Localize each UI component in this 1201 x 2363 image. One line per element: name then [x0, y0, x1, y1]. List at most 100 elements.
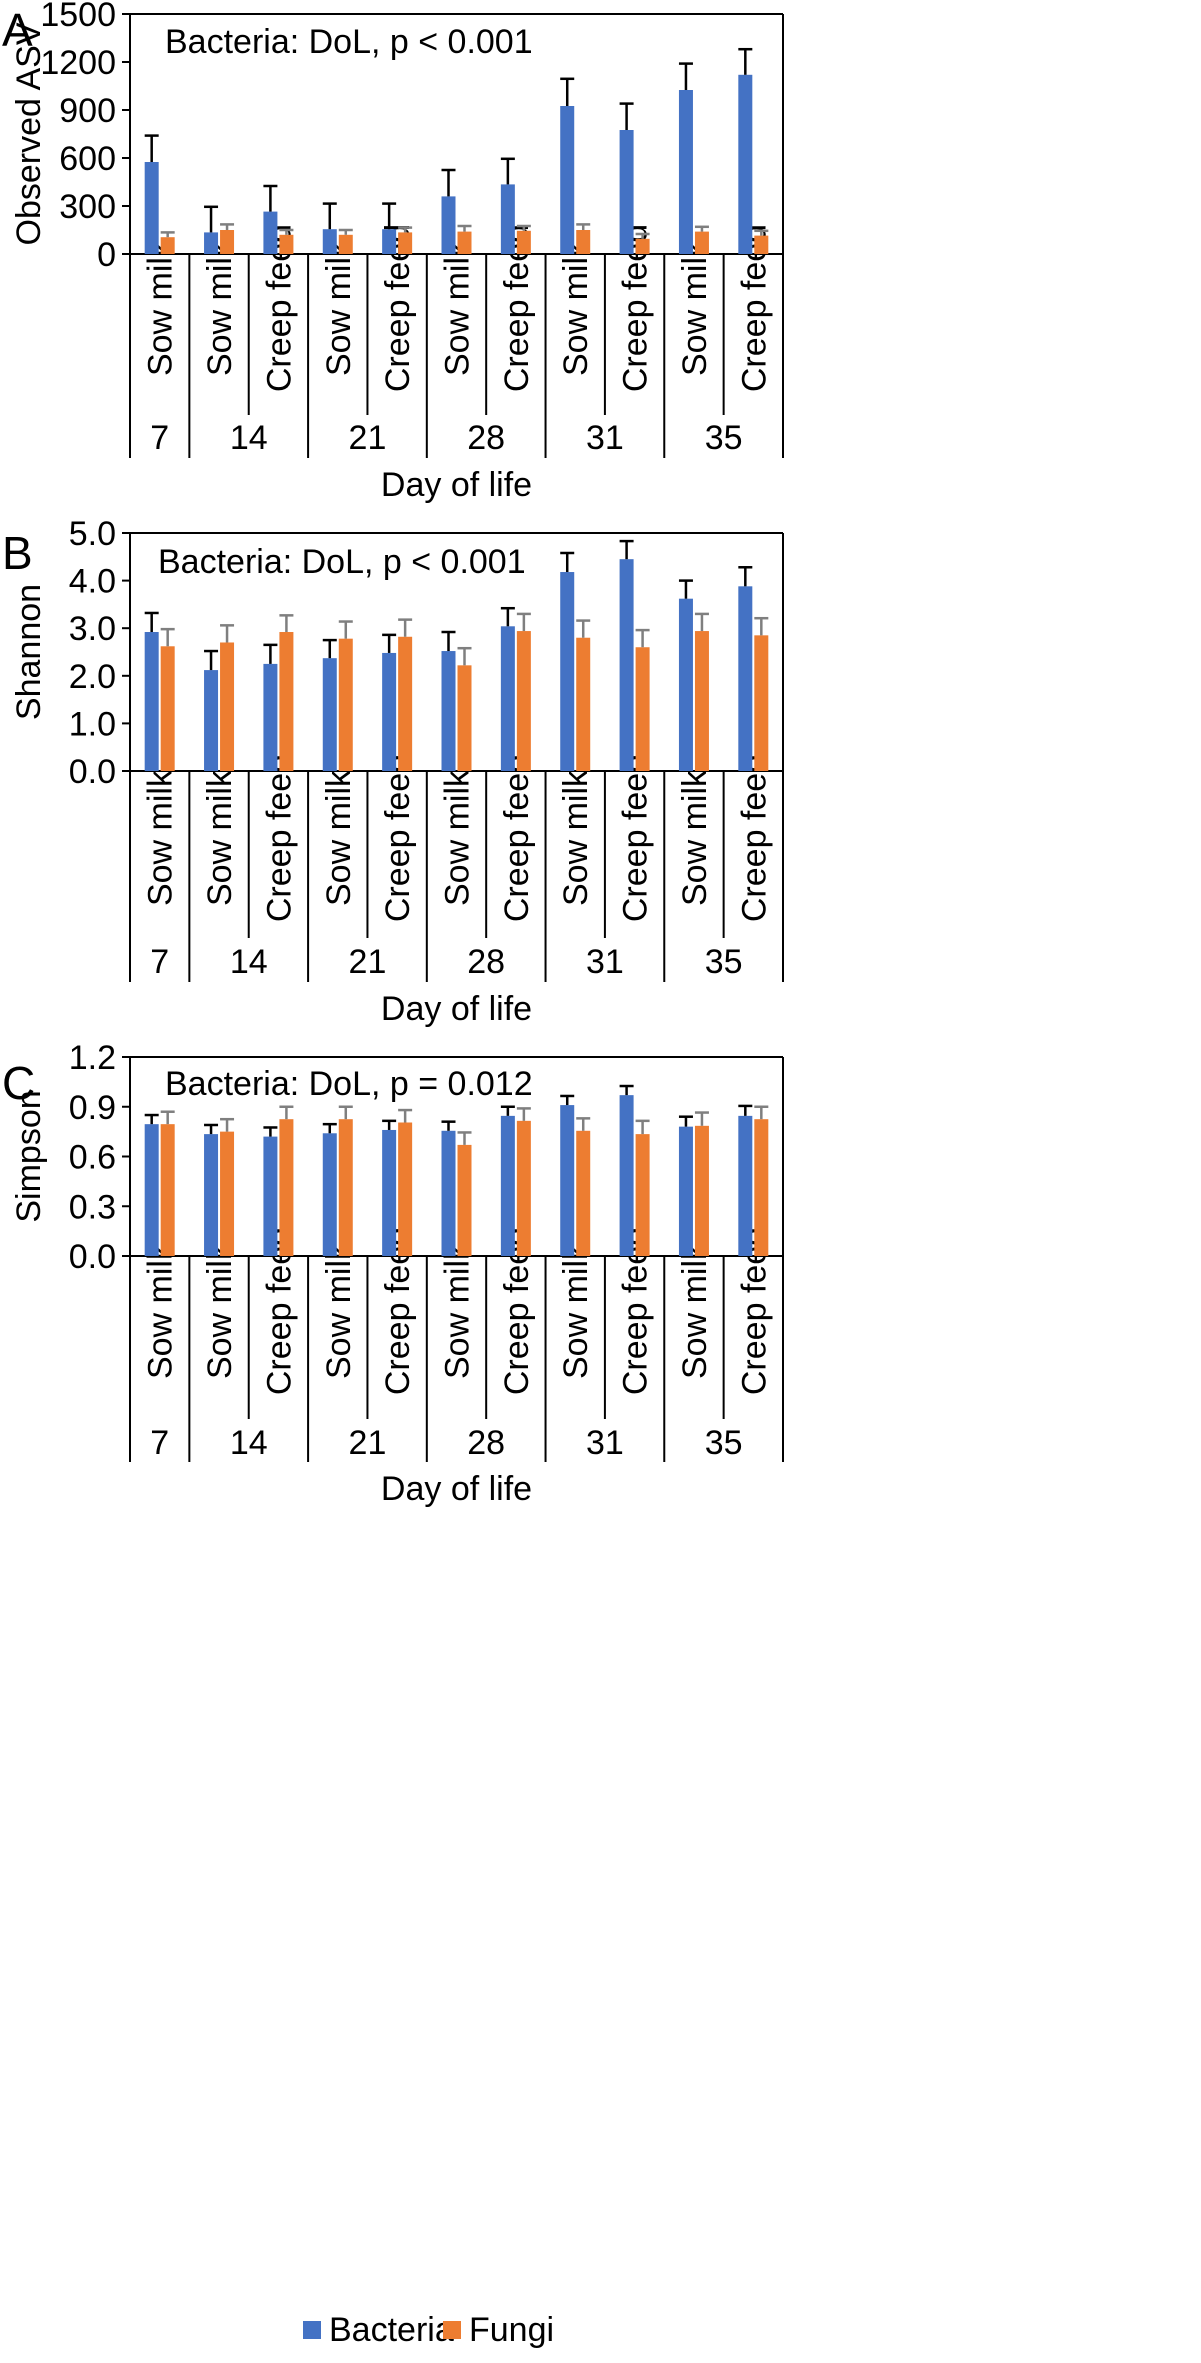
panel-a-bar-bacteria [441, 196, 456, 254]
panel-c-day-label: 21 [349, 1424, 387, 1462]
panel-a-category-label: Sow milk [439, 239, 477, 376]
panel-c-y-tick-label: 0.6 [69, 1139, 116, 1177]
panel-c-bar-fungi [338, 1119, 353, 1256]
panel-c-category-label: Sow milk [201, 1242, 239, 1379]
panel-c-day-label: 28 [467, 1424, 505, 1462]
panel-a-annotation: Bacteria: DoL, p < 0.001 [165, 23, 533, 61]
panel-b-bar-bacteria [560, 572, 575, 771]
panel-b-bar-fungi [338, 638, 353, 771]
panel-b-bar-fungi [516, 631, 531, 771]
panel-a-bar-fungi [576, 230, 591, 254]
panel-b-y-tick-label: 0.0 [69, 753, 116, 791]
panel-b-category-label: Sow milk [676, 769, 714, 906]
panel-b-day-label: 21 [349, 943, 387, 981]
panel-a-category-label: Sow milk [557, 239, 595, 376]
panel-b-bar-bacteria [204, 670, 219, 771]
panel-c-bar-bacteria [144, 1124, 159, 1256]
panel-b-bar-fungi [694, 631, 709, 771]
panel-a-day-label: 7 [150, 419, 169, 457]
panel-a-bar-fungi [160, 237, 175, 254]
panel-a-day-label: 35 [705, 419, 743, 457]
panel-b-bar-bacteria [263, 663, 278, 771]
panel-a-day-label: 31 [586, 419, 624, 457]
panel-a-bar-bacteria [322, 229, 337, 254]
legend: Bacteria Fungi [303, 2311, 554, 2349]
panel-a-x-axis-label: Day of life [381, 466, 532, 504]
legend-label-bacteria: Bacteria [329, 2311, 454, 2349]
panel-b-annotation: Bacteria: DoL, p < 0.001 [158, 543, 526, 581]
panel-a-y-tick-label: 600 [59, 140, 116, 178]
panel-a-bar-fungi [635, 238, 650, 254]
panel-b-day-label: 14 [230, 943, 268, 981]
panel-c: C 0.0 0.3 0.6 0.9 1.2 Simpson Bacteria: DoL, p … [2, 1039, 784, 1508]
panel-c-category-label: Sow milk [142, 1242, 180, 1379]
panel-c-bar-bacteria [619, 1095, 634, 1256]
panel-c-category-label: Sow milk [320, 1242, 358, 1379]
panel-a-bar-fungi [220, 230, 235, 254]
panel-c-category-label: Sow milk [557, 1242, 595, 1379]
panel-b-bar-fungi [279, 632, 294, 771]
panel-c-bar-bacteria [678, 1126, 693, 1256]
panel-b-category-label: Sow milk [439, 769, 477, 906]
panel-b-day-label: 31 [586, 943, 624, 981]
panel-b-category-label: Sow milk [201, 769, 239, 906]
panel-a-category-label: Sow milk [320, 239, 358, 376]
panel-b-category-label: Sow milk [142, 769, 180, 906]
panel-a-bar-bacteria [500, 184, 515, 254]
panel-a-category-label: Sow milk [676, 239, 714, 376]
panel-b-day-label: 7 [150, 943, 169, 981]
panel-b-category-label: Sow milk [557, 769, 595, 906]
panel-c-annotation: Bacteria: DoL, p = 0.012 [165, 1065, 533, 1103]
panel-a-letter: A [2, 4, 33, 56]
panel-c-bar-bacteria [322, 1133, 337, 1256]
panel-b-category-label: Creep feed [498, 754, 536, 922]
panel-c-y-tick-label: 0.0 [69, 1238, 116, 1276]
panel-a-bar-bacteria [738, 74, 753, 254]
panel-b-y-axis-label: Shannon [10, 584, 48, 720]
panel-b-category-label: Creep feed [617, 754, 655, 922]
panel-c-y-tick-label: 0.9 [69, 1089, 116, 1127]
panel-b-bar-bacteria [678, 598, 693, 771]
panel-b-y-tick-label: 1.0 [69, 705, 116, 743]
panel-b-bar-bacteria [441, 651, 456, 771]
panel-b-day-label: 35 [705, 943, 743, 981]
panel-b-bar-fungi [160, 646, 175, 771]
panel-c-bar-fungi [576, 1130, 591, 1256]
panel-a-y-tick-label: 0 [97, 236, 116, 274]
panel-b-letter: B [2, 527, 33, 579]
panel-a-bar-bacteria [678, 90, 693, 254]
panel-c-bar-fungi [279, 1119, 294, 1256]
panel-b-bar-fungi [220, 642, 235, 771]
panel-c-y-tick-label: 1.2 [69, 1039, 116, 1077]
panel-b-bar-fungi [398, 636, 413, 771]
panel-a-bar-fungi [279, 234, 294, 254]
panel-b-category-label: Creep feed [735, 754, 773, 922]
panel-c-day-label: 35 [705, 1424, 743, 1462]
panel-b-y-tick-label: 2.0 [69, 658, 116, 696]
panel-a-bar-fungi [398, 232, 413, 254]
panel-c-y-tick-label: 0.3 [69, 1188, 116, 1226]
panel-b-y-tick-label: 5.0 [69, 515, 116, 553]
panel-c-bar-bacteria [382, 1129, 397, 1256]
panel-b-day-label: 28 [467, 943, 505, 981]
panel-a-bar-bacteria [144, 162, 159, 254]
panel-a-bar-bacteria [560, 106, 575, 254]
panel-c-bar-bacteria [738, 1115, 753, 1256]
panel-a-bar-bacteria [619, 130, 634, 254]
panel-a-day-label: 14 [230, 419, 268, 457]
panel-a-y-tick-label: 1500 [40, 0, 116, 34]
panel-a-category-label: Sow milk [142, 239, 180, 376]
panel-c-day-label: 14 [230, 1424, 268, 1462]
panel-b-category-label: Creep feed [260, 754, 298, 922]
panel-c-bar-fungi [516, 1120, 531, 1256]
panel-b: B 0.0 1.0 2.0 3.0 4.0 5.0 Shannon Bacteria: DoL,… [2, 515, 784, 1028]
panel-b-bar-bacteria [500, 626, 515, 771]
panel-b-y-tick-label: 3.0 [69, 610, 116, 648]
panel-b-bar-bacteria [144, 632, 159, 771]
panel-a-bar-bacteria [382, 229, 397, 254]
panel-c-bar-fungi [754, 1119, 769, 1256]
panel-a-y-tick-label: 300 [59, 188, 116, 226]
panel-c-bar-fungi [160, 1124, 175, 1256]
legend-swatch-fungi [443, 2321, 461, 2339]
